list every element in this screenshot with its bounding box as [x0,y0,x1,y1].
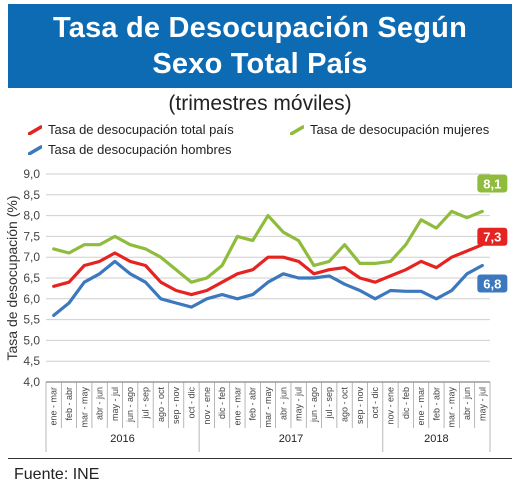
y-tick-label: 7,5 [23,229,40,243]
x-tick-label: nov - ene [385,387,395,425]
legend-label-hombres: Tasa de desocupación hombres [48,142,232,157]
x-tick-label: ene - mar [232,387,242,426]
x-tick-label: ago - oct [340,387,350,423]
x-tick-label: feb - abr [248,387,258,421]
x-tick-label: abr - jun [462,387,472,420]
y-tick-label: 6,5 [23,271,40,285]
legend-marker-mujeres [290,124,304,135]
x-tick-label: oct - dic [370,387,380,419]
legend-label-mujeres: Tasa de desocupación mujeres [310,122,490,137]
title-line-1: Tasa de Desocupación Según [53,12,467,44]
series-line-total [52,243,484,297]
x-tick-label: mar - may [447,387,457,428]
x-tick-label: jun - ago [125,387,135,423]
series-line-hombres [52,259,484,317]
y-tick-label: 9,0 [23,167,40,181]
y-tick-label: 5,0 [23,333,40,347]
data-label-box-hombres [477,274,508,293]
x-tick-label: abr - jun [95,387,105,420]
data-label-hombres: 6,8 [483,277,501,292]
x-tick-label: ene - mar [49,387,59,426]
legend-label-total: Tasa de desocupación total país [48,122,234,137]
y-tick-label: 4,0 [23,375,40,389]
series-line-mujeres [52,209,484,284]
legend-marker-total [28,124,42,135]
title-line-2: Sexo Total País [152,48,368,80]
x-tick-label: may - jul [477,387,487,421]
x-tick-label: sep - nov [171,387,181,425]
x-tick-label: sep - nov [355,387,365,425]
x-tick-label: feb - abr [64,387,74,421]
x-tick-label: mar - may [79,387,89,428]
y-tick-label: 8,5 [23,188,40,202]
x-tick-label: abr - jun [278,387,288,420]
x-tick-label: feb - abr [431,387,441,421]
chart-subtitle: (trimestres móviles) [168,92,352,115]
y-tick-label: 8,0 [23,209,40,223]
year-label: 2016 [110,433,134,445]
x-tick-label: jul - sep [141,387,151,420]
y-tick-label: 6,0 [23,292,40,306]
x-tick-label: dic - feb [401,387,411,419]
y-axis-title: Tasa de desocupación (%) [4,196,20,361]
y-tick-label: 7,0 [23,250,40,264]
title-banner: Tasa de Desocupación Según Sexo Total Pa… [8,4,512,88]
legend-item-mujeres: Tasa de desocupación mujeres [290,122,489,137]
x-tick-label: dic - feb [217,387,227,419]
data-label-total: 7,3 [483,230,501,245]
legend-item-hombres: Tasa de desocupación hombres [28,142,232,157]
footer-divider [8,458,512,459]
data-label-box-total [477,227,508,246]
x-tick-label: ene - mar [416,387,426,426]
legend-marker-hombres [28,144,42,155]
x-tick-label: jun - ago [309,387,319,423]
source-note: Fuente: INE [14,466,100,483]
x-tick-label: oct - dic [186,387,196,419]
x-tick-label: ago - oct [156,387,166,423]
y-tick-label: 5,5 [23,313,40,327]
data-label-box-mujeres [477,174,508,193]
x-tick-label: nov - ene [202,387,212,425]
x-tick-label: may - jul [294,387,304,421]
x-tick-label: may - jul [110,387,120,421]
year-label: 2017 [279,433,303,445]
y-tick-label: 4,5 [23,354,40,368]
x-tick-label: mar - may [263,387,273,428]
data-label-mujeres: 8,1 [483,176,501,191]
x-tick-label: jul - sep [324,387,334,420]
year-label: 2018 [424,433,448,445]
legend-item-total: Tasa de desocupación total país [28,122,234,137]
